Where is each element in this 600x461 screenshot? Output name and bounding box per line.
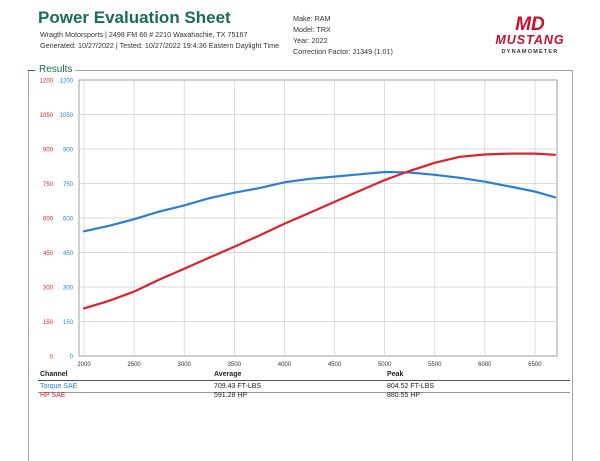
x-tick-label: 6000 [478,362,492,368]
y-tick-label-red: 1050 [40,113,54,119]
y-tick-label-red: 0 [50,355,54,361]
y-tick-label-red: 600 [43,217,54,223]
row-torque-average: 709.43 FT-LBS [214,383,262,390]
vehicle-model: Model: TRX [293,25,331,34]
logo-mark: MD [515,14,545,35]
hp-sae-line [82,152,557,310]
vehicle-year: Year: 2022 [293,36,328,45]
col-channel: Channel [40,371,68,378]
test-dates: Generated: 10/27/2022 | Tested: 10/27/20… [40,41,280,50]
row-torque-peak: 804.52 FT-LBS [387,383,435,390]
logo-top: MUSTANG [495,33,564,47]
y-tick-label-red: 300 [43,286,54,292]
x-tick-label: 2500 [127,362,141,368]
y-tick-label-blue: 0 [70,355,74,361]
table-rule [38,380,570,381]
mustang-dynamometer-logo: MD MUSTANG DYNAMOMETER [495,14,564,55]
y-tick-label-blue: 150 [63,320,74,326]
results-label: Results [36,64,76,75]
row-hp-channel: HP SAE [40,392,66,399]
row-hp-peak: 880.55 HP [387,392,421,399]
y-tick-label-red: 1200 [40,79,54,85]
col-peak: Peak [387,371,404,378]
y-tick-label-red: 750 [43,182,54,188]
x-tick-label: 5500 [428,362,442,368]
y-tick-label-blue: 600 [63,217,74,223]
x-tick-label: 6500 [528,362,542,368]
y-tick-label-red: 900 [43,148,54,154]
y-tick-label-blue: 750 [63,182,74,188]
row-hp-average: 591.28 HP [214,392,248,399]
shop-info: Wragth Motorsports | 2498 FM 66 # 2210 W… [40,30,248,39]
y-tick-label-blue: 1050 [60,113,74,119]
col-average: Average [214,371,242,378]
x-tick-label: 2000 [77,362,91,368]
x-tick-label: 3500 [228,362,242,368]
correction-factor: Correction Factor: J1349 (1.01) [293,47,393,56]
page-title: Power Evaluation Sheet [38,8,231,27]
y-tick-label-red: 150 [43,320,54,326]
x-tick-label: 5000 [378,362,392,368]
x-tick-label: 3000 [178,362,192,368]
vehicle-make: Make: RAM [293,14,331,23]
y-tick-label-red: 450 [43,251,54,257]
x-tick-label: 4500 [328,362,342,368]
row-torque-channel: Torque SAE [40,383,78,390]
results-accent [28,70,34,71]
y-tick-label-blue: 900 [63,148,74,154]
y-tick-label-blue: 450 [63,251,74,257]
y-tick-label-blue: 1200 [60,79,74,85]
y-tick-label-blue: 300 [63,286,74,292]
results-panel [28,70,573,461]
torque-sae-line [82,170,557,233]
table-rule [38,392,570,393]
x-tick-label: 4000 [278,362,292,368]
logo-bottom: DYNAMOMETER [502,49,559,55]
